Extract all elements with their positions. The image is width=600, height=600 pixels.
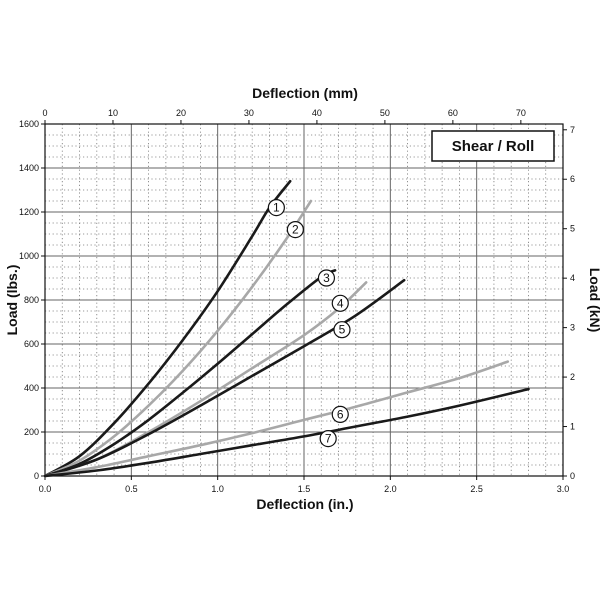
y-tick-label: 1600 <box>19 119 39 129</box>
series-callout-5: 5 <box>333 321 351 339</box>
series-callout-6: 6 <box>331 405 349 423</box>
x2-tick-label: 30 <box>244 108 254 118</box>
series-callout-label: 2 <box>292 223 299 237</box>
y2-tick-label: 7 <box>570 125 575 135</box>
series-callout-4: 4 <box>331 294 349 312</box>
series-callout-circle <box>319 430 337 448</box>
y-tick-label: 600 <box>24 339 39 349</box>
series-callout-2: 2 <box>286 221 304 239</box>
x2-tick-label: 60 <box>448 108 458 118</box>
y-axis-title-right: Load (kN) <box>587 268 600 333</box>
y-tick-label: 0 <box>34 471 39 481</box>
series-callout-1: 1 <box>267 199 285 217</box>
x2-tick-label: 50 <box>380 108 390 118</box>
axis-ticks: 0.0 0.5 1.0 1.5 2.0 2.5 3.00200400600800100012… <box>19 108 575 494</box>
legend-box: Shear / Roll <box>431 130 555 162</box>
series-callout-7: 7 <box>319 430 337 448</box>
y-axis-title-left: Load (lbs.) <box>4 265 20 336</box>
y2-tick-label: 6 <box>570 174 575 184</box>
y2-tick-label: 3 <box>570 323 575 333</box>
grid-lines <box>45 124 563 476</box>
series-callout-circle <box>333 321 351 339</box>
x2-tick-label: 0 <box>42 108 47 118</box>
series-callout-label: 3 <box>323 271 330 285</box>
x-tick-label: 0.0 <box>39 484 52 494</box>
y-tick-label: 1000 <box>19 251 39 261</box>
x-tick-label: 1.5 <box>298 484 311 494</box>
y-tick-label: 200 <box>24 427 39 437</box>
series-line-7 <box>43 387 530 478</box>
y2-tick-label: 2 <box>570 372 575 382</box>
series-callout-circle <box>317 269 336 287</box>
x2-tick-label: 10 <box>108 108 118 118</box>
y-tick-label: 400 <box>24 383 39 393</box>
series-callout-3: 3 <box>317 269 336 287</box>
series-callout-label: 4 <box>337 296 344 310</box>
y-tick-label: 800 <box>24 295 39 305</box>
x-tick-label: 3.0 <box>557 484 570 494</box>
x-tick-label: 0.5 <box>125 484 138 494</box>
series-line-6 <box>43 360 510 478</box>
legend-box-frame <box>431 130 555 162</box>
x-tick-label: 2.5 <box>470 484 483 494</box>
series-callout-label: 5 <box>339 323 346 337</box>
series-callout-circle <box>286 221 304 239</box>
series-callout-label: 1 <box>273 201 280 215</box>
x-axis-title-top: Deflection (mm) <box>252 85 358 101</box>
legend-title: Shear / Roll <box>452 138 535 155</box>
x-tick-label: 1.0 <box>211 484 224 494</box>
y2-tick-label: 1 <box>570 422 575 432</box>
series-line-3 <box>43 269 337 478</box>
y2-tick-label: 4 <box>570 273 575 283</box>
series-line-5 <box>43 278 406 478</box>
y-tick-label: 1200 <box>19 207 39 217</box>
x-tick-label: 2.0 <box>384 484 397 494</box>
series-callouts: 12 34 5 67 <box>267 199 351 448</box>
x-axis-title-bottom: Deflection (in.) <box>256 496 353 512</box>
series-callout-circle <box>267 199 285 217</box>
y2-tick-label: 5 <box>570 224 575 234</box>
data-series <box>43 179 530 478</box>
y2-tick-label: 0 <box>570 471 575 481</box>
series-callout-label: 7 <box>325 432 332 446</box>
x2-tick-label: 20 <box>176 108 186 118</box>
series-callout-circle <box>331 294 349 312</box>
series-callout-circle <box>331 405 349 423</box>
series-line-2 <box>43 199 313 478</box>
series-callout-label: 6 <box>337 407 344 421</box>
series-line-1 <box>43 179 292 478</box>
y-tick-label: 1400 <box>19 163 39 173</box>
x2-tick-label: 40 <box>312 108 322 118</box>
x2-tick-label: 70 <box>516 108 526 118</box>
